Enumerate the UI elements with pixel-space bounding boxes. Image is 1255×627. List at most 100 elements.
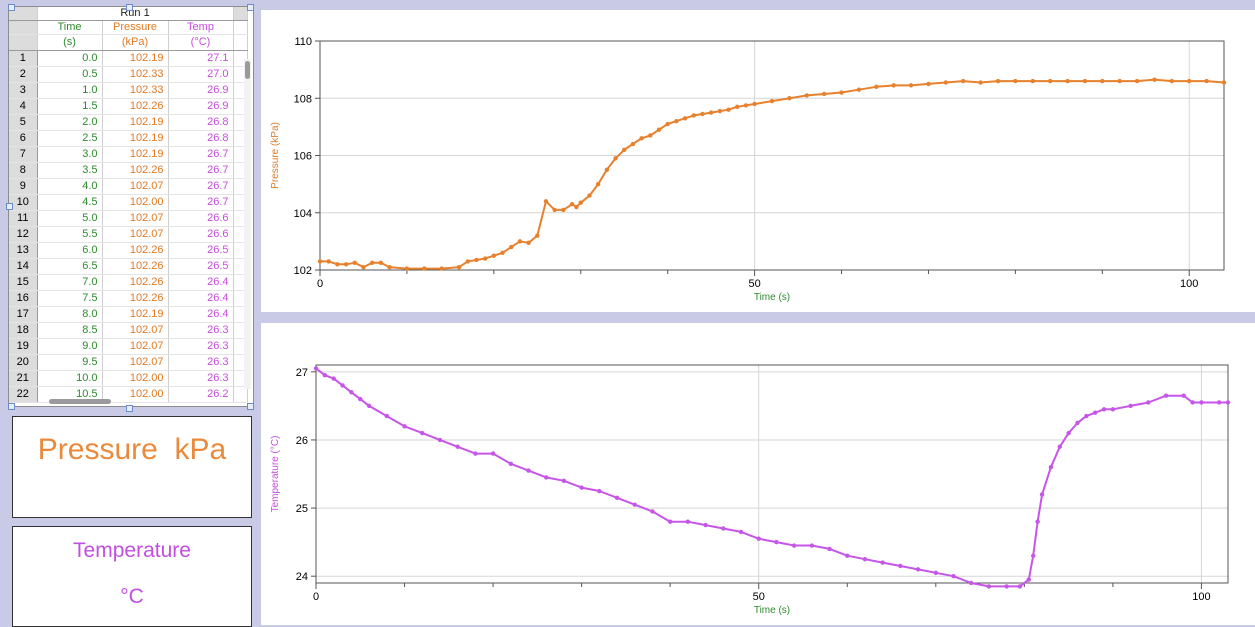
pressure-cell[interactable]: 102.33 (102, 66, 169, 83)
pressure-meter[interactable]: Pressure kPa (12, 416, 252, 518)
temp-cell[interactable]: 26.3 (168, 354, 234, 371)
time-cell[interactable]: 7.5 (37, 290, 103, 307)
time-cell[interactable]: 0.0 (37, 50, 103, 67)
pressure-cell[interactable]: 102.07 (102, 338, 169, 355)
temp-cell[interactable]: 27.1 (168, 50, 234, 67)
temperature-graph[interactable]: 0 50 100 24 25 26 27 Time (s) Temperature (°C) (261, 323, 1255, 625)
time-cell[interactable]: 2.5 (37, 130, 103, 147)
resize-handle[interactable] (6, 203, 13, 210)
time-cell[interactable]: 8.5 (37, 322, 103, 339)
table-row[interactable]: 17 8.0 102.19 26.4 (9, 306, 248, 323)
pressure-cell[interactable]: 102.07 (102, 322, 169, 339)
temperature-graph-svg[interactable]: 0 50 100 24 25 26 27 Time (s) Temperature (°C) (261, 323, 1255, 625)
pressure-cell[interactable]: 102.19 (102, 130, 169, 147)
time-cell[interactable]: 9.0 (37, 338, 103, 355)
time-cell[interactable]: 5.5 (37, 226, 103, 243)
time-cell[interactable]: 4.0 (37, 178, 103, 195)
pressure-graph[interactable]: 0 50 100 102 104 106 108 110 Time (s) Pressure (k… (261, 10, 1255, 312)
temp-cell[interactable]: 26.4 (168, 306, 234, 323)
temp-cell[interactable]: 26.4 (168, 274, 234, 291)
pressure-cell[interactable]: 102.19 (102, 50, 169, 67)
table-row[interactable]: 2 0.5 102.33 27.0 (9, 66, 248, 83)
temp-cell[interactable]: 26.4 (168, 290, 234, 307)
time-cell[interactable]: 3.0 (37, 146, 103, 163)
table-row[interactable]: 19 9.0 102.07 26.3 (9, 338, 248, 355)
time-cell[interactable]: 6.0 (37, 242, 103, 259)
table-row[interactable]: 16 7.5 102.26 26.4 (9, 290, 248, 307)
pressure-cell[interactable]: 102.00 (102, 370, 169, 387)
column-header-time[interactable]: Time (37, 20, 103, 35)
table-row[interactable]: 1 0.0 102.19 27.1 (9, 50, 248, 67)
table-row[interactable]: 7 3.0 102.19 26.7 (9, 146, 248, 163)
pressure-cell[interactable]: 102.26 (102, 274, 169, 291)
table-row[interactable]: 5 2.0 102.19 26.8 (9, 114, 248, 131)
time-cell[interactable]: 9.5 (37, 354, 103, 371)
time-cell[interactable]: 7.0 (37, 274, 103, 291)
temperature-meter[interactable]: Temperature °C (12, 526, 252, 627)
resize-handle[interactable] (8, 4, 15, 11)
table-row[interactable]: 4 1.5 102.26 26.9 (9, 98, 248, 115)
pressure-cell[interactable]: 102.00 (102, 386, 169, 403)
time-cell[interactable]: 1.0 (37, 82, 103, 99)
time-cell[interactable]: 2.0 (37, 114, 103, 131)
temp-cell[interactable]: 26.3 (168, 338, 234, 355)
table-row[interactable]: 20 9.5 102.07 26.3 (9, 354, 248, 371)
table-row[interactable]: 22 10.5 102.00 26.2 (9, 386, 248, 403)
table-row[interactable]: 15 7.0 102.26 26.4 (9, 274, 248, 291)
temp-cell[interactable]: 26.7 (168, 146, 234, 163)
pressure-cell[interactable]: 102.19 (102, 146, 169, 163)
table-row[interactable]: 3 1.0 102.33 26.9 (9, 82, 248, 99)
temp-cell[interactable]: 26.3 (168, 370, 234, 387)
horizontal-scrollbar-thumb[interactable] (49, 399, 111, 404)
time-cell[interactable]: 3.5 (37, 162, 103, 179)
table-row[interactable]: 13 6.0 102.26 26.5 (9, 242, 248, 259)
temp-cell[interactable]: 26.9 (168, 98, 234, 115)
table-row[interactable]: 9 4.0 102.07 26.7 (9, 178, 248, 195)
pressure-cell[interactable]: 102.07 (102, 178, 169, 195)
resize-handle[interactable] (247, 403, 254, 410)
table-row[interactable]: 12 5.5 102.07 26.6 (9, 226, 248, 243)
temp-cell[interactable]: 26.7 (168, 178, 234, 195)
pressure-cell[interactable]: 102.26 (102, 242, 169, 259)
pressure-cell[interactable]: 102.33 (102, 82, 169, 99)
table-row[interactable]: 8 3.5 102.26 26.7 (9, 162, 248, 179)
temp-cell[interactable]: 26.8 (168, 114, 234, 131)
pressure-cell[interactable]: 102.26 (102, 290, 169, 307)
vertical-scrollbar-thumb[interactable] (245, 61, 250, 79)
time-cell[interactable]: 1.5 (37, 98, 103, 115)
table-row[interactable]: 21 10.0 102.00 26.3 (9, 370, 248, 387)
pressure-cell[interactable]: 102.26 (102, 258, 169, 275)
pressure-cell[interactable]: 102.07 (102, 354, 169, 371)
temp-cell[interactable]: 26.8 (168, 130, 234, 147)
pressure-cell[interactable]: 102.07 (102, 210, 169, 227)
pressure-cell[interactable]: 102.19 (102, 306, 169, 323)
temp-cell[interactable]: 26.6 (168, 226, 234, 243)
temp-cell[interactable]: 26.3 (168, 322, 234, 339)
temp-cell[interactable]: 26.6 (168, 210, 234, 227)
pressure-cell[interactable]: 102.26 (102, 98, 169, 115)
resize-handle[interactable] (247, 4, 254, 11)
resize-handle[interactable] (126, 4, 133, 11)
resize-handle[interactable] (8, 403, 15, 410)
column-header-temp[interactable]: Temp (168, 20, 234, 35)
pressure-cell[interactable]: 102.00 (102, 194, 169, 211)
temp-cell[interactable]: 26.9 (168, 82, 234, 99)
time-cell[interactable]: 6.5 (37, 258, 103, 275)
table-row[interactable]: 11 5.0 102.07 26.6 (9, 210, 248, 227)
time-cell[interactable]: 8.0 (37, 306, 103, 323)
table-row[interactable]: 18 8.5 102.07 26.3 (9, 322, 248, 339)
time-cell[interactable]: 10.0 (37, 370, 103, 387)
temp-cell[interactable]: 26.7 (168, 162, 234, 179)
table-row[interactable]: 6 2.5 102.19 26.8 (9, 130, 248, 147)
resize-handle[interactable] (126, 405, 133, 412)
temp-cell[interactable]: 26.5 (168, 242, 234, 259)
run-title[interactable]: Run 1 (37, 7, 234, 21)
pressure-cell[interactable]: 102.07 (102, 226, 169, 243)
vertical-scrollbar-track[interactable] (244, 59, 251, 389)
temp-cell[interactable]: 27.0 (168, 66, 234, 83)
time-cell[interactable]: 5.0 (37, 210, 103, 227)
table-row[interactable]: 14 6.5 102.26 26.5 (9, 258, 248, 275)
pressure-graph-svg[interactable]: 0 50 100 102 104 106 108 110 Time (s) Pressure (k… (261, 10, 1255, 312)
temp-cell[interactable]: 26.2 (168, 386, 234, 403)
column-header-pressure[interactable]: Pressure (102, 20, 169, 35)
